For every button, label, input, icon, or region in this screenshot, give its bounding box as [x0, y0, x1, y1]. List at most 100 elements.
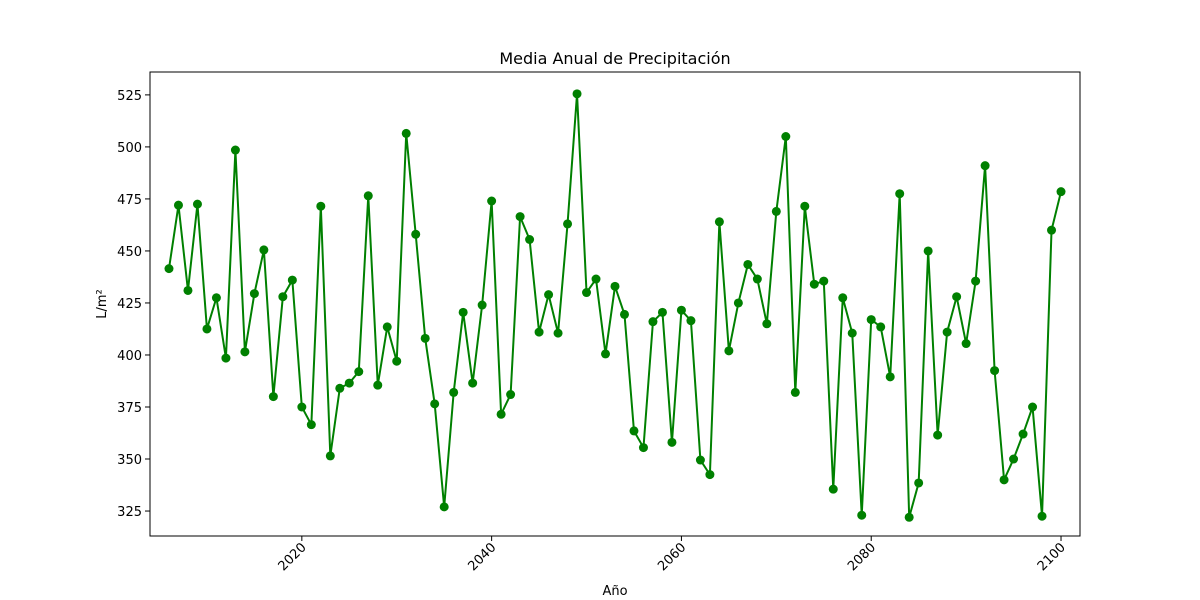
data-point [240, 347, 250, 357]
data-point [221, 353, 231, 363]
data-point [572, 89, 582, 99]
data-point [268, 392, 278, 402]
y-tick-label: 375 [117, 401, 142, 416]
y-tick-label: 400 [117, 349, 142, 364]
data-point [420, 333, 430, 343]
data-point [876, 322, 886, 332]
y-tick-label: 475 [117, 193, 142, 208]
data-point [638, 443, 648, 453]
data-point [1009, 454, 1019, 464]
data-point [477, 300, 487, 310]
data-point [695, 455, 705, 465]
data-point [857, 510, 867, 520]
data-point [733, 298, 743, 308]
data-point [771, 206, 781, 216]
data-point [885, 372, 895, 382]
chart-title: Media Anual de Precipitación [499, 49, 730, 68]
data-point [354, 367, 364, 377]
data-point [582, 288, 592, 298]
y-tick-label: 425 [117, 297, 142, 312]
data-point [211, 293, 221, 303]
data-point [648, 317, 658, 327]
data-point [515, 212, 525, 222]
data-point [610, 281, 620, 291]
data-point [534, 327, 544, 337]
plot-area [149, 71, 1081, 537]
data-point [363, 191, 373, 201]
data-point [544, 290, 554, 300]
x-axis-label: Año [602, 584, 627, 599]
data-point [259, 245, 269, 255]
data-point [819, 276, 829, 286]
data-point [800, 201, 810, 211]
data-point [525, 234, 535, 244]
data-point [1037, 511, 1047, 521]
y-axis: 325 350 375 400 425 450 475 500 525 [117, 89, 150, 520]
data-point [942, 327, 952, 337]
data-point [676, 305, 686, 315]
data-point [192, 199, 202, 209]
data-point [914, 478, 924, 488]
data-point [629, 426, 639, 436]
data-point [752, 274, 762, 284]
data-point [1018, 429, 1028, 439]
data-point [173, 200, 183, 210]
y-tick-label: 450 [117, 245, 142, 260]
data-point [686, 316, 696, 326]
series-markers [164, 89, 1066, 522]
data-point [325, 451, 335, 461]
data-point [382, 322, 392, 332]
data-point [657, 307, 667, 317]
data-point [316, 201, 326, 211]
data-point [506, 390, 516, 400]
data-point [705, 470, 715, 480]
data-point [458, 307, 468, 317]
data-point [724, 346, 734, 356]
data-point [923, 246, 933, 256]
data-point [714, 217, 724, 227]
data-point [971, 276, 981, 286]
data-point [933, 430, 943, 440]
data-point [980, 161, 990, 171]
data-point [895, 189, 905, 199]
data-point [278, 292, 288, 302]
data-point [183, 285, 193, 295]
data-point [449, 387, 459, 397]
data-point [667, 437, 677, 447]
data-point [202, 324, 212, 334]
data-point [999, 475, 1009, 485]
data-point [164, 264, 174, 274]
data-point [961, 339, 971, 349]
data-point [297, 402, 307, 412]
data-point [373, 380, 383, 390]
data-point [306, 420, 316, 430]
y-tick-label: 500 [117, 141, 142, 156]
data-point [619, 309, 629, 319]
data-point [591, 274, 601, 284]
data-point [781, 132, 791, 142]
data-point [1056, 187, 1066, 197]
data-point [553, 328, 563, 338]
data-point [487, 196, 497, 206]
y-tick-label: 350 [117, 453, 142, 468]
data-point [1028, 402, 1038, 412]
data-point [468, 378, 478, 388]
data-point [847, 328, 857, 338]
data-point [230, 145, 240, 155]
data-point [601, 349, 611, 359]
data-point [249, 289, 259, 299]
data-point [990, 366, 1000, 376]
data-point [496, 409, 506, 419]
data-point [411, 229, 421, 239]
data-point [287, 275, 297, 285]
data-point [344, 378, 354, 388]
data-point [904, 512, 914, 522]
data-point [866, 315, 876, 325]
data-point [952, 292, 962, 302]
data-point [439, 502, 449, 512]
data-point [743, 259, 753, 269]
data-point [401, 128, 411, 138]
data-point [838, 293, 848, 303]
